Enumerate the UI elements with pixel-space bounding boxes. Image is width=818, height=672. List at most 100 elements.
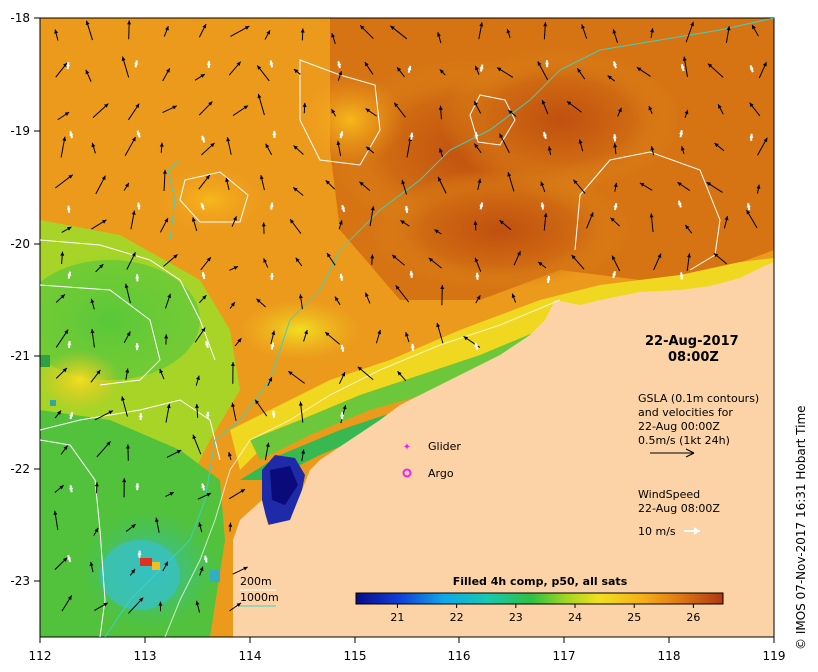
current-arrow-head <box>300 28 305 33</box>
current-arrow-head <box>159 368 164 374</box>
current-arrow-head <box>131 137 136 142</box>
current-arrow-head <box>706 182 711 187</box>
current-arrow-head <box>364 62 369 67</box>
current-arrow-head <box>162 169 167 174</box>
current-arrow-head <box>176 450 182 454</box>
wind-arrow-head <box>137 550 142 555</box>
current-arrow-head <box>237 338 242 343</box>
current-arrow-head <box>499 133 504 138</box>
current-arrow-head <box>473 220 478 225</box>
current-arrow-head <box>99 264 104 269</box>
current-arrow-head <box>126 331 131 337</box>
current-arrow-head <box>434 229 439 234</box>
current-arrow-head <box>508 110 513 115</box>
wind-arrow-head <box>540 202 545 207</box>
wind-arrow-head <box>680 64 685 69</box>
wind-arrow-head <box>69 485 74 490</box>
current-arrow-head <box>64 329 69 334</box>
contour-layer <box>40 18 774 637</box>
wind-arrow-head <box>545 60 550 65</box>
current-arrow-head <box>463 336 469 341</box>
current-arrow-head <box>236 602 242 607</box>
wind-arrow-head <box>69 131 74 136</box>
lat-tick-label: -21 <box>10 349 30 363</box>
current-arrow-head <box>541 99 546 105</box>
current-arrow-head <box>166 68 170 73</box>
wind-arrow-head <box>269 202 274 207</box>
wind-arrow-head <box>679 130 684 135</box>
bathy-1000m <box>104 18 774 637</box>
current-arrow-head <box>159 142 164 147</box>
current-arrow-head <box>91 142 96 148</box>
current-arrow-head <box>230 302 235 307</box>
current-arrow-head <box>89 561 94 567</box>
current-arrow-head <box>613 182 618 188</box>
wind-arrow-head <box>136 202 141 207</box>
current-arrow-head <box>476 295 481 300</box>
current-arrow-head <box>341 372 346 377</box>
current-arrow-head <box>713 253 719 258</box>
colorbar-tick-label: 22 <box>450 611 464 624</box>
wind-arrow-head <box>134 60 139 65</box>
current-arrow-head <box>60 251 65 256</box>
wind-arrow-head <box>543 132 547 137</box>
gsla-legend-line: 22-Aug 00:00Z <box>638 420 720 433</box>
current-arrow-head <box>342 405 347 410</box>
current-arrow-head <box>230 361 235 366</box>
wind-arrow-head <box>135 343 140 348</box>
current-arrow-head <box>357 366 363 371</box>
current-arrow-head <box>359 181 364 186</box>
lon-tick-label: 118 <box>658 649 681 663</box>
current-arrow-head <box>543 212 548 218</box>
wind-arrow-head <box>546 276 551 281</box>
lon-tick-label: 113 <box>134 649 157 663</box>
current-arrow-head <box>612 29 617 34</box>
current-arrow-head <box>648 106 653 111</box>
wind-legend-line: 22-Aug 08:00Z <box>638 502 720 515</box>
gsla-contour <box>179 171 249 223</box>
current-arrow-head <box>511 293 516 298</box>
current-arrow-head <box>338 71 343 76</box>
current-arrow-head <box>566 101 572 106</box>
current-arrow-head <box>101 175 106 181</box>
current-arrow-head <box>169 492 174 496</box>
current-arrow-head <box>428 257 434 262</box>
current-arrow-head <box>746 209 751 215</box>
lat-tick-label: -22 <box>10 462 30 476</box>
wind-arrow-head <box>475 272 480 277</box>
current-arrow-head <box>196 375 200 381</box>
bathy-200m-label: 200m <box>240 575 272 588</box>
gsla-contour <box>40 239 216 361</box>
current-arrow-head <box>334 296 339 302</box>
current-arrow-head <box>200 74 205 78</box>
current-arrow-head <box>749 102 754 108</box>
current-arrow-head <box>650 146 655 151</box>
wind-arrow-head <box>474 342 479 348</box>
current-arrow-head <box>138 597 144 602</box>
current-arrow-head <box>547 146 552 151</box>
current-arrow-head <box>690 21 694 27</box>
wind-arrow-head <box>67 555 72 560</box>
current-arrow-head <box>208 101 213 106</box>
current-arrow-head <box>165 26 169 31</box>
current-arrow-head <box>125 182 129 188</box>
current-arrow-head <box>440 284 445 290</box>
current-arrow-head <box>96 369 101 375</box>
wind-arrow-head <box>612 134 617 139</box>
wind-arrow-head <box>749 133 754 138</box>
current-arrow-head <box>726 26 731 31</box>
wind-arrow-head <box>205 341 210 346</box>
current-arrow-head <box>707 63 713 68</box>
wind-arrow-head <box>69 412 74 417</box>
current-arrow-head <box>516 251 521 256</box>
colorbar-tick-label: 21 <box>390 611 404 624</box>
wind-arrow-head <box>746 203 751 208</box>
gsla-legend-line: 0.5m/s (1kt 24h) <box>638 434 730 447</box>
current-arrow-head <box>60 294 65 299</box>
current-arrow-head <box>266 30 271 35</box>
glider-label: Glider <box>428 440 461 453</box>
current-arrow-head <box>538 261 543 266</box>
current-arrow-head <box>122 478 127 483</box>
current-arrow-head <box>474 257 479 263</box>
current-arrow-head <box>233 266 239 270</box>
